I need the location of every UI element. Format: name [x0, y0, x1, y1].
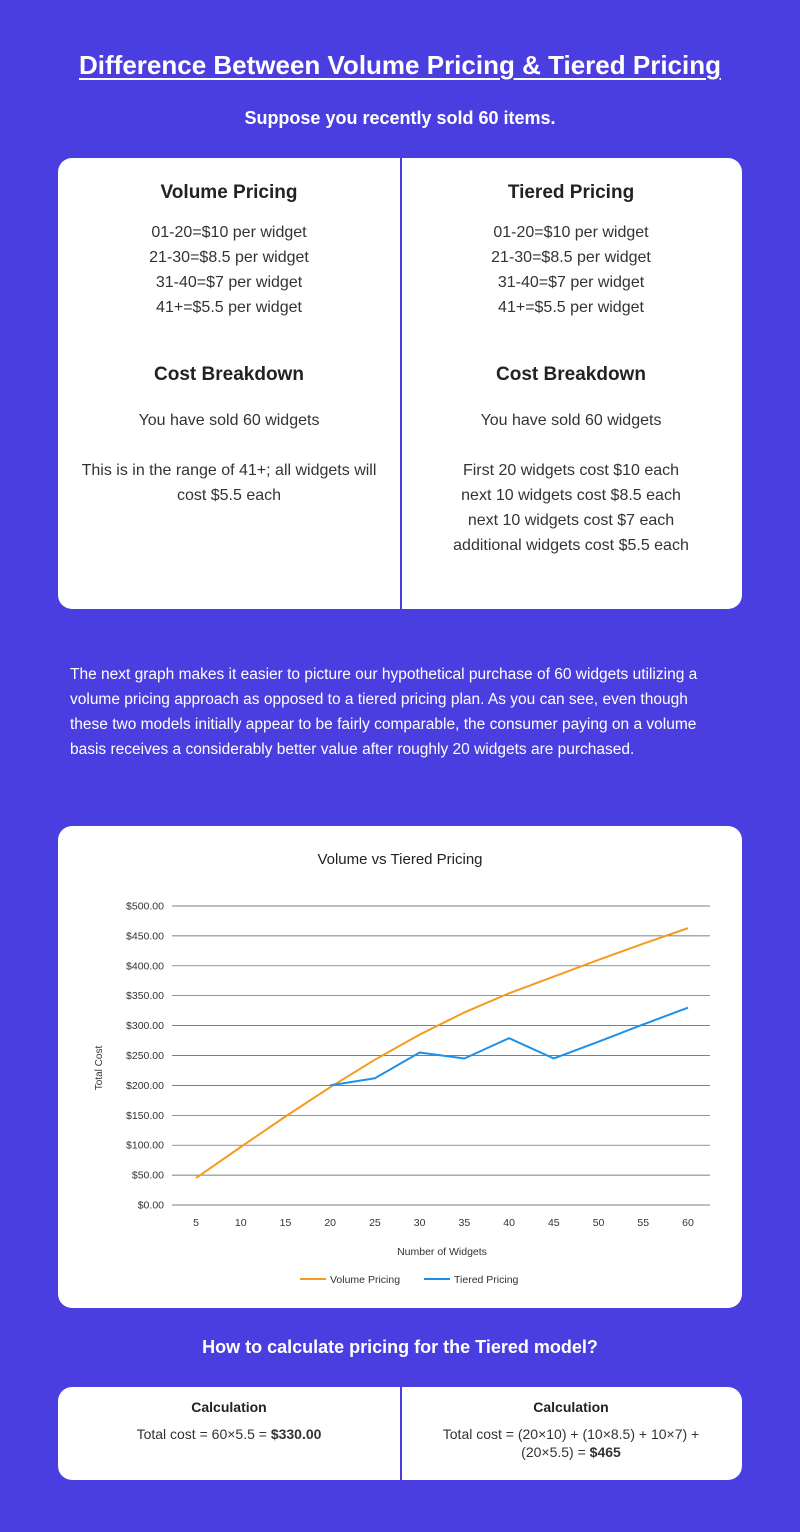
x-tick-label: 5 [193, 1217, 199, 1229]
x-tick-label: 15 [280, 1217, 292, 1229]
calculation-card: Calculation Total cost = 60×5.5 = $330.0… [58, 1387, 742, 1480]
volume-heading: Volume Pricing [160, 182, 298, 203]
calc-heading: Calculation [191, 1399, 267, 1415]
x-tick-label: 30 [414, 1217, 426, 1229]
calc-formula-cont: (20×5.5) = [521, 1444, 590, 1460]
series-line-volume [195, 927, 689, 1179]
calc-heading: Calculation [533, 1399, 609, 1415]
section-question: How to calculate pricing for the Tiered … [202, 1337, 598, 1357]
y-axis-label: Total Cost [94, 1046, 105, 1091]
y-tick-label: $0.00 [138, 1200, 164, 1212]
description-paragraph: The next graph makes it easier to pictur… [70, 666, 698, 758]
x-tick-label: 20 [324, 1217, 336, 1229]
tier-item: 21-30=$8.5 per widget [149, 249, 309, 266]
x-tick-label: 50 [593, 1217, 605, 1229]
y-tick-label: $300.00 [126, 1020, 164, 1032]
x-tick-label: 40 [503, 1217, 515, 1229]
tiered-calc: Calculation Total cost = (20×10) + (10×8… [400, 1387, 742, 1461]
legend-tiered: Tiered Pricing [454, 1274, 519, 1286]
tier-item: 41+=$5.5 per widget [156, 299, 302, 316]
x-tick-label: 10 [235, 1217, 247, 1229]
y-tick-label: $200.00 [126, 1080, 164, 1092]
volume-column: Volume Pricing 01-20=$10 per widget 21-3… [58, 158, 400, 508]
x-tick-label: 45 [548, 1217, 560, 1229]
y-tick-label: $400.00 [126, 960, 164, 972]
y-tick-label: $500.00 [126, 901, 164, 913]
y-tick-label: $150.00 [126, 1110, 164, 1122]
breakdown-heading: Cost Breakdown [154, 364, 304, 385]
line-chart: Volume vs Tiered Pricing $0.00 $50.00 $100… [94, 851, 710, 1286]
tier-item: 01-20=$10 per widget [493, 224, 649, 241]
volume-calc: Calculation Total cost = 60×5.5 = $330.0… [58, 1387, 400, 1443]
calc-result: $465 [589, 1444, 621, 1460]
x-tick-label: 35 [459, 1217, 471, 1229]
y-tick-label: $450.00 [126, 930, 164, 942]
comparison-card: Volume Pricing 01-20=$10 per widget 21-3… [58, 158, 742, 609]
explanation-line: First 20 widgets cost $10 each [462, 462, 680, 479]
chart-title: Volume vs Tiered Pricing [317, 851, 482, 868]
tier-item: 41+=$5.5 per widget [498, 299, 644, 316]
tiered-heading: Tiered Pricing [507, 182, 635, 203]
divider [400, 1387, 402, 1480]
explanation-line: next 10 widgets cost $7 each [467, 512, 675, 529]
tier-item: 31-40=$7 per widget [155, 274, 303, 291]
x-tick-label: 60 [682, 1217, 694, 1229]
x-tick-label: 25 [369, 1217, 381, 1229]
tiered-column: Tiered Pricing 01-20=$10 per widget 21-3… [400, 158, 742, 558]
divider [400, 158, 402, 609]
page-title: Difference Between Volume Pricing & Tier… [79, 50, 721, 80]
legend-volume: Volume Pricing [330, 1274, 400, 1286]
x-axis-label: Number of Widgets [397, 1246, 487, 1258]
calc-formula: Total cost = (20×10) + (10×8.5) + 10×7) … [442, 1426, 700, 1442]
calc-formula: Total cost = 60×5.5 = [136, 1426, 271, 1442]
tier-item: 01-20=$10 per widget [151, 224, 307, 241]
sold-text: You have sold 60 widgets [138, 412, 320, 429]
subtitle: Suppose you recently sold 60 items. [244, 108, 556, 128]
explanation-text: This is in the range of 41+; all widgets… [81, 462, 377, 504]
tier-item: 31-40=$7 per widget [497, 274, 645, 291]
y-tick-label: $250.00 [126, 1050, 164, 1062]
explanation-line: next 10 widgets cost $8.5 each [461, 487, 681, 504]
tier-item: 21-30=$8.5 per widget [491, 249, 651, 266]
chart-card: Volume vs Tiered Pricing $0.00 $50.00 $100… [58, 826, 742, 1308]
sold-text: You have sold 60 widgets [480, 412, 662, 429]
calc-result: $330.00 [270, 1426, 322, 1442]
breakdown-heading: Cost Breakdown [496, 364, 646, 385]
y-tick-label: $50.00 [132, 1170, 164, 1182]
y-tick-label: $350.00 [126, 990, 164, 1002]
x-tick-label: 55 [637, 1217, 649, 1229]
series-line-tiered [330, 1006, 689, 1087]
y-tick-label: $100.00 [126, 1140, 164, 1152]
explanation-line: additional widgets cost $5.5 each [453, 537, 689, 554]
